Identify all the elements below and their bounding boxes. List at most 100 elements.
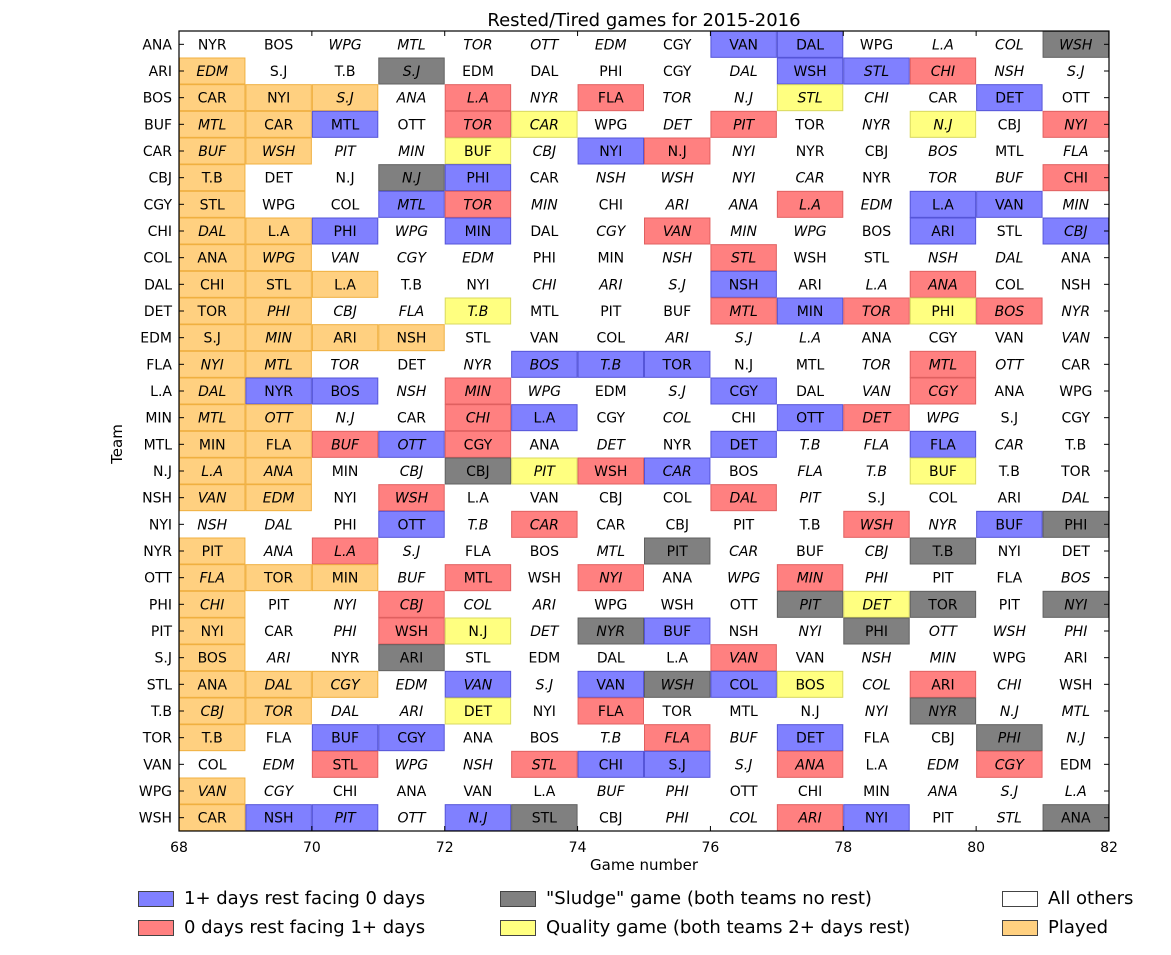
cell-box [444,190,512,218]
opponent-label: WPG [395,757,428,773]
legend-label: 0 days rest facing 1+ days [184,917,426,938]
opponent-label: STL [997,811,1022,827]
plot-frame [178,30,1110,832]
opponent-label: CHI [333,784,357,800]
opponent-label: N.J [933,117,952,133]
opponent-label: CHI [200,597,224,613]
opponent-label: T.B [201,171,223,187]
cell-box [577,697,644,725]
cell-box [909,270,977,298]
opponent-label: MTL [796,357,825,373]
opponent-label: NYI [333,491,356,507]
opponent-label: ARI [998,491,1021,507]
legend-item-sludge: "Sludge" game (both teams no rest) [500,888,872,909]
cell-box [577,750,644,778]
opponent-label: EDM [927,757,959,773]
opponent-label: BOS [530,731,559,747]
opponent-label: EDM [528,651,560,667]
opponent-label: STL [532,811,557,827]
opponent-label: FLA [199,571,224,587]
opponent-label: CBJ [865,144,889,160]
opponent-label: CBJ [200,704,224,720]
opponent-label: CBJ [931,731,955,747]
opponent-label: PHI [865,571,888,587]
opponent-label: WPG [395,224,428,240]
cell-box [511,750,578,778]
opponent-label: MIN [265,331,292,347]
cell-box [909,670,977,698]
opponent-label: DAL [331,704,359,720]
legend-item-played: Played [1002,917,1108,938]
opponent-label: S.J [868,491,885,507]
cell-box [644,350,711,378]
opponent-label: NYI [201,624,224,640]
y-tick-label: DAL [144,277,172,293]
y-tick-label: BOS [143,91,172,107]
cell-box [311,804,379,832]
opponent-label: NYR [464,357,493,373]
cell-box [1042,217,1109,245]
cell-box [577,617,644,645]
cell-box [245,564,312,592]
cell-box [311,377,379,405]
opponent-label: ANA [397,784,427,800]
opponent-label: ANA [530,437,560,453]
opponent-label: STL [332,757,357,773]
cell-box [245,404,312,432]
cell-box [245,804,312,832]
legend-swatch-blue [138,890,174,907]
opponent-label: NYR [862,171,891,187]
opponent-label: DAL [530,64,558,80]
opponent-label: ANA [1061,251,1091,267]
opponent-label: PIT [800,491,823,507]
opponent-label: T.B [201,731,223,747]
opponent-label: FLA [864,731,890,747]
opponent-label: S.J [1001,411,1018,427]
cell-box [245,457,312,485]
y-tick-label: PHI [149,597,172,613]
cell-box [843,590,910,618]
opponent-label: WPG [329,37,362,53]
opponent-label: STL [266,277,291,293]
opponent-label: DET [530,624,560,640]
opponent-label: EDM [462,64,494,80]
opponent-label: ARI [333,331,356,347]
opponent-label: WSH [1059,677,1092,693]
opponent-label: VAN [331,251,360,267]
opponent-label: BUF [464,144,492,160]
opponent-label: T.B [800,437,821,453]
opponent-label: CAR [530,517,559,533]
cell-box [577,670,644,698]
opponent-label: ANA [927,784,958,800]
opponent-label: WPG [1059,384,1092,400]
opponent-label: DAL [796,37,824,53]
opponent-label: N.J [1066,731,1085,747]
cell-box [511,110,578,138]
cell-box [909,377,977,405]
opponent-label: TOR [463,197,492,213]
cell-box [245,377,312,405]
opponent-label: DET [862,597,892,613]
opponent-label: N.J [336,411,355,427]
opponent-label: PIT [932,811,954,827]
opponent-label: MIN [465,384,492,400]
cell-box [444,137,512,165]
opponent-label: COL [663,411,692,427]
cell-box [843,404,910,432]
y-tick-label: MIN [145,411,172,427]
cell-box [311,724,379,752]
cell-box [776,670,844,698]
opponent-label: L.A [932,197,954,213]
legend-label: 1+ days rest facing 0 days [184,888,426,909]
cell-box [444,377,512,405]
opponent-label: CGY [264,784,295,800]
opponent-label: NSH [729,277,759,293]
cell-box [776,404,844,432]
opponent-label: WPG [993,651,1026,667]
opponent-label: DET [597,437,627,453]
cell-box [909,190,977,218]
cell-box [644,617,711,645]
cell-box [511,404,578,432]
y-tick-label: EDM [140,331,172,347]
opponent-label: WSH [793,64,826,80]
